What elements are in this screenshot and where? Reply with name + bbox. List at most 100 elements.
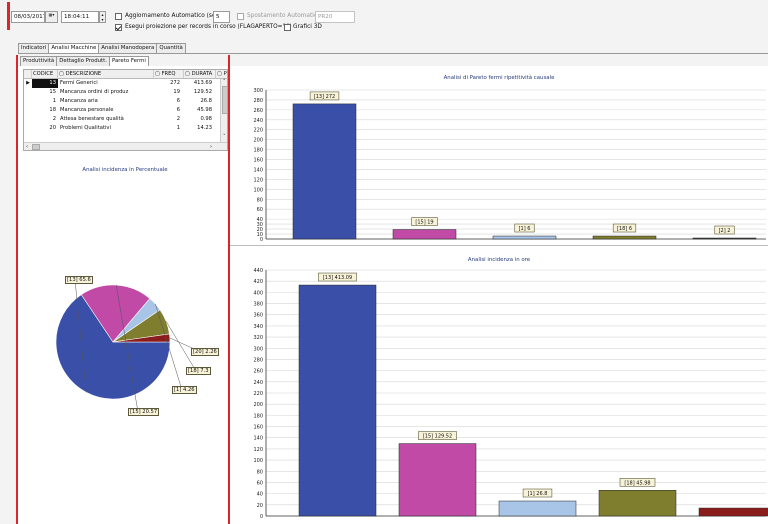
time-spinner-icon[interactable]: ▴ ▾ xyxy=(99,11,106,23)
col-header-durata-label: DURATA xyxy=(191,71,213,77)
auto-update-checkbox[interactable] xyxy=(115,13,122,20)
y-tick-label: 200 xyxy=(253,402,263,408)
col-filter-icon[interactable]: ▢ xyxy=(59,71,66,77)
cell-descrizione[interactable]: Mancanza personale xyxy=(60,107,114,113)
tab-quantita[interactable]: Quantità xyxy=(156,43,186,53)
horizontal-scrollbar[interactable]: ‹ › xyxy=(24,142,227,150)
cell-freq[interactable]: 272 xyxy=(170,80,180,86)
tab-pareto-fermi[interactable]: Pareto Fermi xyxy=(109,56,149,67)
bar xyxy=(598,490,677,517)
table-row[interactable]: 1 Mancanza aria 6 26.8 xyxy=(24,97,220,106)
col-header-descrizione[interactable]: ▢ DESCRIZIONE xyxy=(58,70,154,79)
pie-leader-line xyxy=(74,279,87,393)
bar-label-box xyxy=(714,225,735,235)
cell-descrizione[interactable]: Fermi Generici xyxy=(60,80,98,86)
cell-descrizione[interactable]: Mancanza aria xyxy=(60,98,98,104)
col-filter-icon[interactable]: ▢ xyxy=(185,71,192,77)
main-tabs: Indicatori Analisi Macchine Analisi Mano… xyxy=(18,43,186,54)
bar-label: [1] 6 xyxy=(519,226,531,232)
auto-shift-field[interactable]: PR20 xyxy=(315,11,355,23)
col-filter-icon[interactable]: ▢ xyxy=(217,71,224,77)
table-corner xyxy=(24,70,32,79)
bar-label-box xyxy=(318,272,357,282)
cell-codice[interactable]: 18 xyxy=(49,107,56,113)
tab-analisi-manodopera[interactable]: Analisi Manodopera xyxy=(98,43,158,53)
projection-checkbox[interactable] xyxy=(115,24,122,31)
y-tick-label: 160 xyxy=(253,425,263,431)
row-indicator-icon xyxy=(24,115,32,124)
scroll-left-icon[interactable]: ‹ xyxy=(26,144,28,150)
seconds-field[interactable]: 5 xyxy=(213,11,230,23)
scrollbar-vthumb[interactable] xyxy=(222,86,227,114)
tab-dettaglio-produttivita[interactable]: Dettaglio Produtt. xyxy=(56,56,110,66)
table-row[interactable]: 20 Problemi Qualitativi 1 14.23 xyxy=(24,124,220,133)
pie-slice-label: [20] 2.26 xyxy=(191,348,219,356)
scroll-right-icon[interactable]: › xyxy=(210,144,212,150)
cell-durata[interactable]: 26.8 xyxy=(200,98,212,104)
pie-chart xyxy=(55,279,202,413)
pie-slice xyxy=(55,294,171,400)
bar-label-box xyxy=(418,431,457,440)
col-header-pe[interactable]: ▢ PE xyxy=(216,70,227,79)
auto-shift-checkbox[interactable] xyxy=(237,13,244,20)
cell-freq[interactable]: 6 xyxy=(176,107,180,113)
time-field[interactable]: 18:04:11 xyxy=(61,11,99,23)
col-header-durata[interactable]: ▢ DURATA xyxy=(184,70,216,79)
pie-slice xyxy=(80,284,151,343)
tab-produttivita[interactable]: Produttività xyxy=(20,56,58,66)
bar-label-box xyxy=(411,217,438,226)
cell-descrizione[interactable]: Problemi Qualitativi xyxy=(60,125,111,131)
cell-durata[interactable]: 413.69 xyxy=(193,80,212,86)
cell-descrizione[interactable]: Mancanza ordini di produz xyxy=(60,89,129,95)
y-tick-label: 400 xyxy=(253,290,263,296)
col-header-codice[interactable]: CODICE xyxy=(32,70,58,79)
table-row[interactable]: 2 Attesa benestare qualità 2 0.98 xyxy=(24,115,220,124)
cell-codice[interactable]: 2 xyxy=(52,116,56,122)
graph3d-checkbox[interactable] xyxy=(284,24,291,31)
col-filter-icon[interactable]: ▢ xyxy=(155,71,162,77)
date-dropdown-icon[interactable]: ▦▾ xyxy=(45,11,58,23)
tab-indicatori[interactable]: Indicatori xyxy=(18,43,50,53)
cell-codice[interactable]: 13 xyxy=(32,79,58,88)
y-tick-label: 80 xyxy=(257,469,263,475)
bar-label-box xyxy=(522,488,553,498)
bar-label: [15] 19 xyxy=(415,220,433,226)
col-header-pe-label: PE xyxy=(223,71,227,77)
y-tick-label: 40 xyxy=(257,492,263,498)
hours-chart-title: Analisi incidenza in ore xyxy=(467,257,531,263)
table-row[interactable]: 15 Mancanza ordini di produz 19 129.52 xyxy=(24,88,220,97)
table-row[interactable]: 18 Mancanza personale 6 45.98 xyxy=(24,106,220,115)
y-tick-label: 20 xyxy=(257,503,263,509)
cell-codice[interactable]: 1 xyxy=(52,98,56,104)
date-field[interactable]: 08/03/2017 xyxy=(11,11,45,23)
cell-durata[interactable]: 14.23 xyxy=(197,125,212,131)
y-tick-label: 10 xyxy=(257,232,263,238)
pie-chart-title: Analisi incidenza in Percentuale xyxy=(82,167,168,173)
y-tick-label: 120 xyxy=(253,177,263,183)
cell-freq[interactable]: 1 xyxy=(176,125,180,131)
cell-durata[interactable]: 45.98 xyxy=(197,107,212,113)
auto-update-label: Aggiornamento Automatico (sec) xyxy=(125,13,221,19)
cell-freq[interactable]: 2 xyxy=(176,116,180,122)
cell-codice[interactable]: 15 xyxy=(49,89,56,95)
vertical-scrollbar[interactable]: ˄ ˅ xyxy=(220,79,227,142)
scroll-down-icon[interactable]: ˅ xyxy=(223,134,226,140)
pie-slice-label: [15] 20.57 xyxy=(128,408,160,416)
y-tick-label: 60 xyxy=(257,207,263,213)
cell-durata[interactable]: 0.98 xyxy=(200,116,212,122)
cell-durata[interactable]: 129.52 xyxy=(193,89,212,95)
cell-freq[interactable]: 6 xyxy=(176,98,180,104)
table-row[interactable]: ▶ 13 Fermi Generici 272 413.69 xyxy=(24,79,220,88)
y-tick-label: 140 xyxy=(253,167,263,173)
bar-label: [2] 2 xyxy=(719,228,731,234)
y-tick-label: 60 xyxy=(257,480,263,486)
cell-codice[interactable]: 20 xyxy=(49,125,56,131)
col-header-freq[interactable]: ▢ FREQ xyxy=(154,70,184,79)
scroll-up-icon[interactable]: ˄ xyxy=(223,79,226,85)
tab-divider xyxy=(18,53,768,54)
cell-freq[interactable]: 19 xyxy=(173,89,180,95)
bar-label-box xyxy=(619,477,656,487)
scrollbar-thumb[interactable] xyxy=(32,144,40,150)
cell-descrizione[interactable]: Attesa benestare qualità xyxy=(60,116,124,122)
